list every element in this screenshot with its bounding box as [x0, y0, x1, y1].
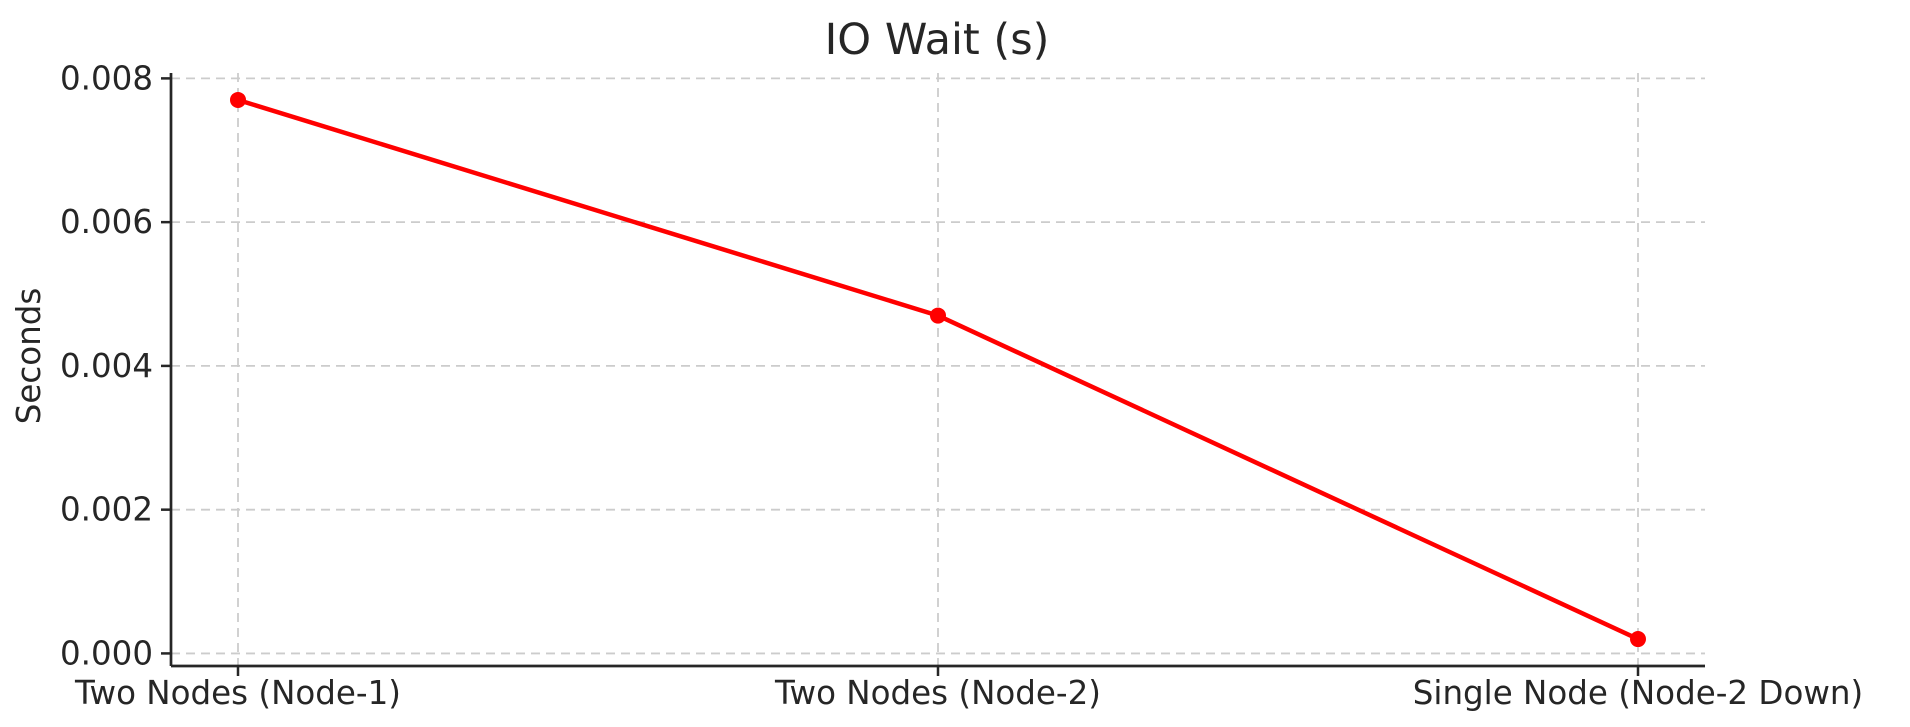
y-tick-label: 0.008: [60, 59, 153, 97]
tick-labels: 0.000 0.002 0.004 0.006 0.008 Two Nodes (Node…: [60, 59, 1863, 712]
x-tick-label: Two Nodes (Node-2): [774, 674, 1101, 712]
series-io-wait: [230, 91, 1646, 648]
y-axis-label: Seconds: [10, 288, 48, 425]
x-tick-label: Single Node (Node-2 Down): [1413, 674, 1863, 712]
data-point-marker: [1630, 631, 1646, 648]
y-tick-label: 0.000: [60, 634, 153, 672]
axes-spines: [161, 73, 1705, 676]
grid-lines: [171, 73, 1705, 666]
y-tick-label: 0.002: [60, 491, 153, 529]
data-point-marker: [930, 307, 946, 324]
data-point-marker: [230, 91, 246, 108]
y-tick-label: 0.004: [60, 347, 153, 385]
y-tick-label: 0.006: [60, 203, 153, 241]
x-tick-label: Two Nodes (Node-1): [74, 674, 401, 712]
chart-title: IO Wait (s): [825, 15, 1050, 65]
